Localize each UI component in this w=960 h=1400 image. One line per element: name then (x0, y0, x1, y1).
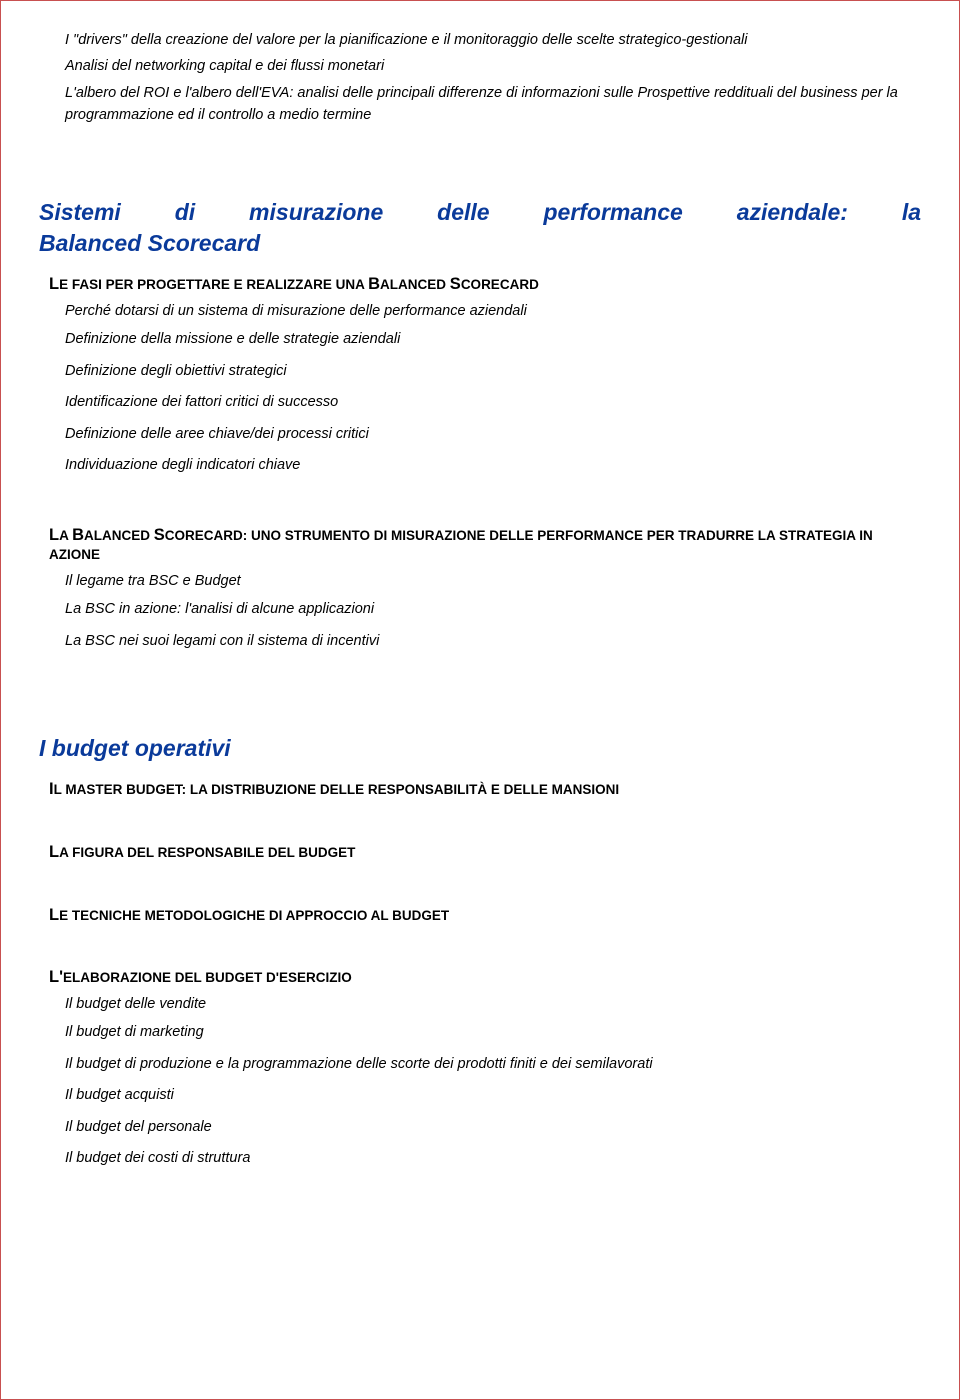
sc-rest-2: ALANCED (380, 277, 450, 292)
list-item: Definizione degli obiettivi strategici (65, 358, 921, 386)
list-item: Il budget del personale (65, 1114, 921, 1142)
section2-sub3: LE TECNICHE METODOLOGICHE DI APPROCCIO A… (49, 904, 921, 927)
section1-sub1-items: Perché dotarsi di un sistema di misurazi… (39, 300, 921, 480)
sc-lead-1: L (49, 275, 59, 293)
list-item: La BSC in azione: l'analisi di alcune ap… (65, 596, 921, 624)
top-line-1: I "drivers" della creazione del valore p… (65, 29, 921, 51)
section2-sub4-heading: L'ELABORAZIONE DEL BUDGET D'ESERCIZIO (49, 966, 921, 989)
section1-sub1: LE FASI PER PROGETTARE E REALIZZARE UNA … (39, 273, 921, 480)
top-line-3: L'albero del ROI e l'albero dell'EVA: an… (65, 82, 921, 127)
page-container: I "drivers" della creazione del valore p… (0, 0, 960, 1400)
list-item: Definizione della missione e delle strat… (65, 326, 921, 354)
list-item: Definizione delle aree chiave/dei proces… (65, 421, 921, 449)
section1-sub2-items: Il legame tra BSC e Budget La BSC in azi… (39, 570, 921, 656)
list-item: Individuazione degli indicatori chiave (65, 452, 921, 480)
list-item: Il legame tra BSC e Budget (65, 570, 921, 592)
section1-sub1-heading: LE FASI PER PROGETTARE E REALIZZARE UNA … (49, 273, 921, 296)
section2-sub1: IL MASTER BUDGET: LA DISTRIBUZIONE DELLE… (49, 778, 921, 801)
sc-lead-2: B (368, 275, 380, 293)
top-continuation-block: I "drivers" della creazione del valore p… (39, 29, 921, 127)
list-item: La BSC nei suoi legami con il sistema di… (65, 628, 921, 656)
section2-sub4-items: Il budget delle vendite Il budget di mar… (39, 993, 921, 1173)
section1-sub2-heading: LA BALANCED SCORECARD: UNO STRUMENTO DI … (49, 524, 921, 566)
list-item: Perché dotarsi di un sistema di misurazi… (65, 300, 921, 322)
list-item: Il budget dei costi di struttura (65, 1145, 921, 1173)
list-item: Identificazione dei fattori critici di s… (65, 389, 921, 417)
section1-title: Sistemi di misurazione delle performance… (39, 197, 921, 259)
section2-title: I budget operativi (39, 733, 921, 764)
section1-sub2: LA BALANCED SCORECARD: UNO STRUMENTO DI … (39, 524, 921, 656)
list-item: Il budget di marketing (65, 1019, 921, 1047)
section1-title-line1: Sistemi di misurazione delle performance… (39, 197, 921, 228)
section2-sub2: LA FIGURA DEL RESPONSABILE DEL BUDGET (49, 841, 921, 864)
list-item: Il budget delle vendite (65, 993, 921, 1015)
sc-rest-3: CORECARD (461, 277, 539, 292)
section2-sub4: L'ELABORAZIONE DEL BUDGET D'ESERCIZIO Il… (39, 966, 921, 1173)
sc-rest-1: E FASI PER PROGETTARE E REALIZZARE UNA (59, 277, 368, 292)
sc-lead-3: S (450, 275, 461, 293)
list-item: Il budget acquisti (65, 1082, 921, 1110)
section1-title-line2: Balanced Scorecard (39, 230, 260, 256)
top-line-2: Analisi del networking capital e dei flu… (65, 55, 921, 77)
list-item: Il budget di produzione e la programmazi… (65, 1051, 921, 1079)
